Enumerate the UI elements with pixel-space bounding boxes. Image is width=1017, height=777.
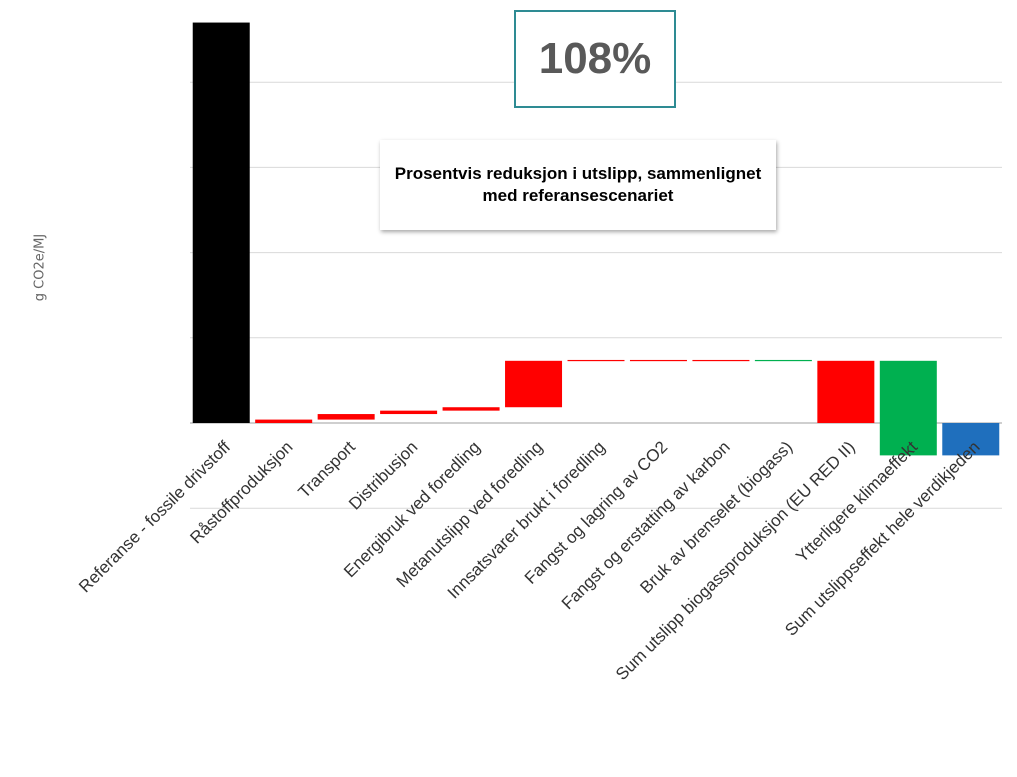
bar <box>754 359 812 362</box>
bar <box>380 410 438 415</box>
reduction-note-box: Prosentvis reduksjon i utslipp, sammenli… <box>380 140 776 230</box>
bar <box>692 359 750 362</box>
bar <box>442 407 500 411</box>
percent-reduction-box: 108% <box>514 10 676 108</box>
bar <box>879 360 937 456</box>
bar <box>255 419 313 423</box>
category-labels: Referanse - fossile drivstoffRåstoffprod… <box>75 437 983 684</box>
category-label: Transport <box>295 437 360 502</box>
category-label: Sum utslipp biogassproduksjon (EU RED II… <box>612 437 859 684</box>
bar <box>567 359 625 362</box>
bar <box>317 414 375 420</box>
bar <box>942 423 1000 456</box>
category-label: Ytterligere klimaeffekt <box>792 437 921 566</box>
bars <box>192 22 1000 456</box>
bar <box>192 22 250 424</box>
bar <box>817 360 875 423</box>
bar <box>629 359 687 362</box>
bar <box>505 360 563 408</box>
y-axis-label: g CO2e/MJ <box>32 233 48 302</box>
